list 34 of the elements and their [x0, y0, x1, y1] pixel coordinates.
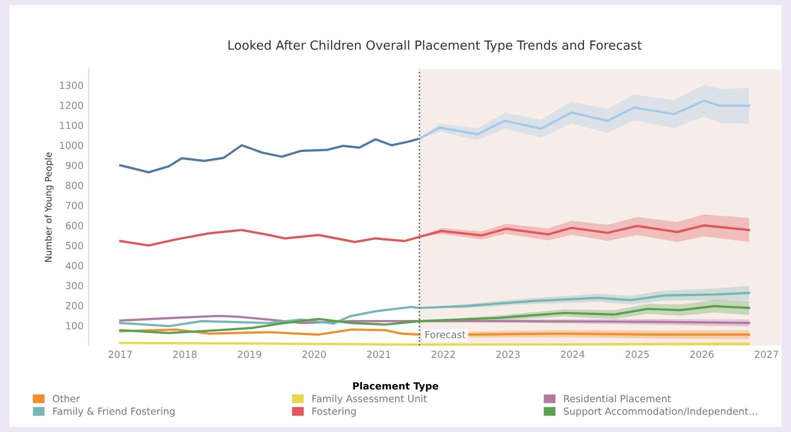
y-tick-label: 400	[66, 262, 84, 270]
x-tick-label: 2023	[496, 350, 520, 358]
band-label: Forecast	[426, 330, 466, 338]
x-tick-label: 2024	[560, 350, 584, 358]
y-axis-title: Number of Young People	[44, 152, 54, 262]
y-tick-label: 1100	[60, 122, 84, 130]
x-tick-label: 2019	[238, 350, 262, 358]
y-tick-label: 800	[66, 182, 84, 190]
y-tick-label: 1200	[60, 102, 84, 110]
legend-label: Residential Placement	[564, 394, 671, 402]
y-tick-label: 700	[66, 202, 84, 210]
legend-label: Fostering	[312, 407, 356, 417]
x-tick-label: 2025	[626, 350, 649, 358]
legend-label: Family Assessment Unit	[312, 394, 427, 404]
y-tick-label: 900	[66, 162, 84, 170]
x-tick-label: 2026	[690, 350, 714, 358]
y-tick-label: 300	[66, 282, 84, 290]
y-tick-label: 1300	[60, 82, 84, 89]
y-tick-label: 1000	[60, 142, 84, 150]
x-tick-label: 2020	[302, 350, 326, 358]
x-tick-label: 2027	[754, 350, 778, 358]
legend-title: Placement Type	[353, 382, 438, 392]
legend-label: Family & Friend Fostering	[53, 407, 175, 417]
x-tick-label: 2021	[367, 350, 390, 358]
legend-label: Support Accommodation/Independent…	[564, 407, 758, 417]
legend-label: Other	[52, 394, 80, 402]
x-tick-label: 2018	[173, 350, 197, 358]
chart-title: Looked After Children Overall Placement Type Trends and Forecast	[228, 40, 642, 52]
y-tick-label: 100	[66, 322, 84, 330]
x-tick-label: 2017	[108, 350, 132, 358]
y-tick-label: 200	[66, 302, 84, 310]
y-tick-label: 600	[66, 222, 84, 230]
x-tick-label: 2022	[432, 350, 455, 358]
y-tick-label: 500	[66, 242, 84, 250]
